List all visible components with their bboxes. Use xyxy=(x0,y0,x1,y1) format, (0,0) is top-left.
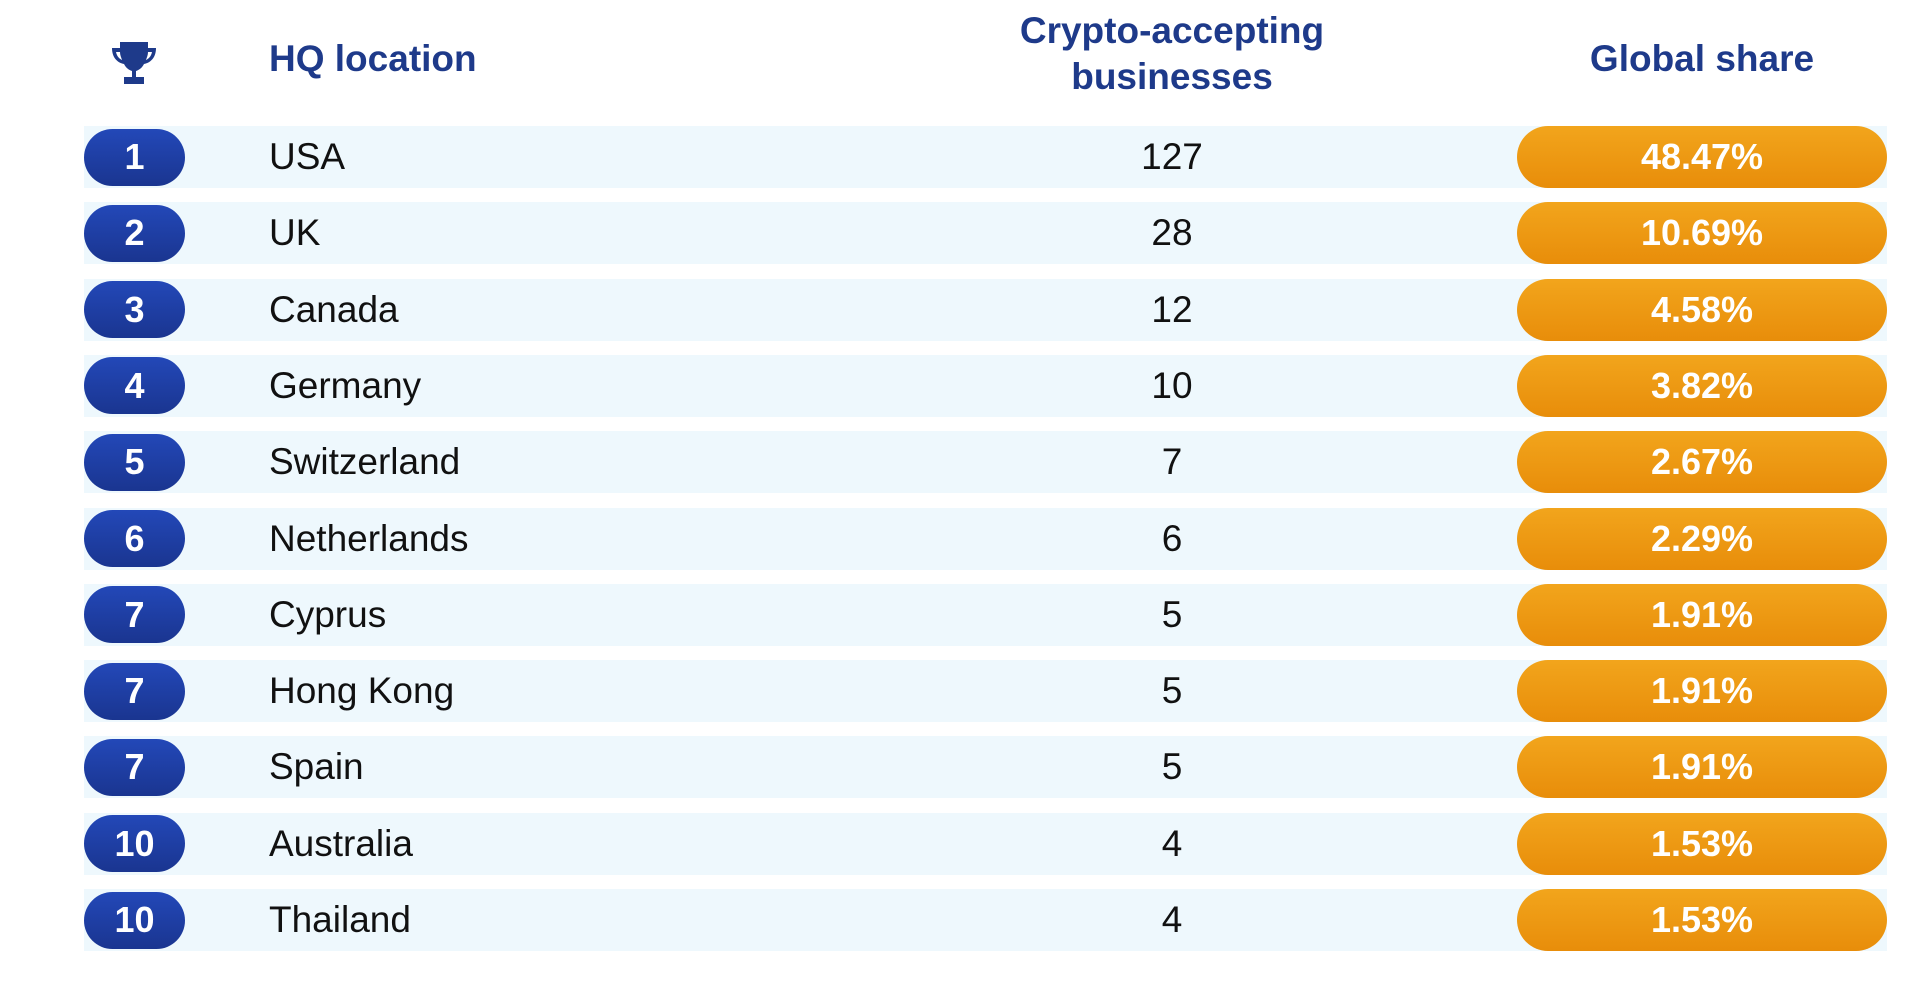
location: Netherlands xyxy=(269,517,469,559)
location: USA xyxy=(269,136,346,177)
business-count: 7 xyxy=(1161,441,1183,483)
business-count: 5 xyxy=(1161,593,1183,635)
business-count: 12 xyxy=(1151,288,1193,330)
business-count: 10 xyxy=(1151,364,1193,406)
rank-badge: 7 xyxy=(84,662,185,720)
rank-badge: 2 xyxy=(84,204,185,262)
location: UK xyxy=(269,212,321,254)
location: Hong Kong xyxy=(269,670,455,712)
rank-badge: 6 xyxy=(84,510,185,567)
rank-badge: 4 xyxy=(84,357,185,415)
rank-badge: 7 xyxy=(84,738,185,796)
global-share: 1.53% xyxy=(1517,812,1887,875)
global-share: 4.58% xyxy=(1517,278,1887,341)
business-count: 5 xyxy=(1161,746,1183,788)
rank-badge: 10 xyxy=(84,891,185,949)
location: Switzerland xyxy=(269,441,461,483)
business-count: 4 xyxy=(1161,899,1183,940)
business-count: 127 xyxy=(1141,136,1203,177)
header-businesses: Crypto-accepting businesses xyxy=(1019,10,1325,97)
business-count: 4 xyxy=(1161,822,1183,864)
global-share: 2.29% xyxy=(1517,507,1887,570)
global-share: 1.53% xyxy=(1517,889,1887,951)
global-share: 2.67% xyxy=(1517,431,1887,494)
location: Spain xyxy=(269,746,364,788)
business-count: 28 xyxy=(1151,212,1193,254)
global-share: 1.91% xyxy=(1517,583,1887,646)
location: Thailand xyxy=(269,899,411,940)
global-share: 48.47% xyxy=(1517,126,1887,188)
location: Australia xyxy=(269,822,413,864)
global-share: 10.69% xyxy=(1517,202,1887,265)
rank-badge: 3 xyxy=(84,281,185,339)
location: Germany xyxy=(269,364,422,406)
business-count: 6 xyxy=(1161,517,1183,559)
header-share: Global share xyxy=(1589,38,1815,79)
global-share: 1.91% xyxy=(1517,736,1887,799)
rank-badge: 10 xyxy=(84,815,185,873)
location: Cyprus xyxy=(269,593,387,635)
rank-badge: 1 xyxy=(84,128,185,186)
business-count: 5 xyxy=(1161,670,1183,712)
rank-badge: 7 xyxy=(84,586,185,644)
rank-badge: 5 xyxy=(84,433,185,491)
header-location: HQ location xyxy=(269,38,477,79)
global-share: 1.91% xyxy=(1517,660,1887,723)
trophy-icon xyxy=(112,42,156,84)
location: Canada xyxy=(269,288,399,330)
global-share: 3.82% xyxy=(1517,354,1887,417)
